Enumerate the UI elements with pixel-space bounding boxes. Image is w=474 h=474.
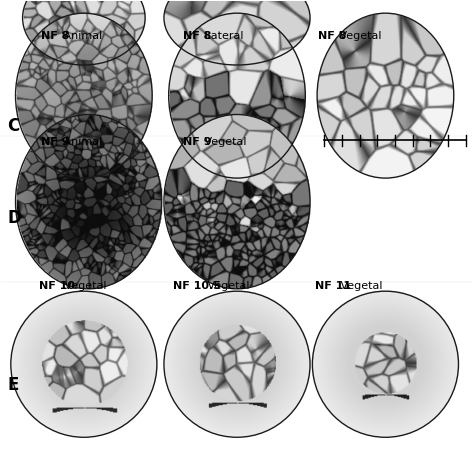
Text: NF 10.5: NF 10.5	[173, 281, 221, 291]
Text: E: E	[7, 376, 18, 394]
Text: Vegetal: Vegetal	[204, 281, 249, 291]
Text: NF 11: NF 11	[315, 281, 351, 291]
Text: NF 9: NF 9	[183, 137, 211, 147]
Text: Vegetal: Vegetal	[201, 137, 246, 147]
Text: Vegetal: Vegetal	[62, 281, 107, 291]
Text: NF 10: NF 10	[39, 281, 75, 291]
Text: NF 8: NF 8	[183, 31, 211, 41]
Text: Animal: Animal	[60, 137, 102, 147]
Text: NF 9: NF 9	[41, 137, 70, 147]
Text: NF 8: NF 8	[41, 31, 70, 41]
Text: C: C	[7, 117, 19, 135]
Text: NF 8: NF 8	[318, 31, 346, 41]
Text: Animal: Animal	[60, 31, 102, 41]
Text: Vegetal: Vegetal	[337, 281, 383, 291]
Text: Vegetal: Vegetal	[337, 31, 382, 41]
Text: Lateral: Lateral	[201, 31, 244, 41]
Text: D: D	[7, 209, 21, 227]
